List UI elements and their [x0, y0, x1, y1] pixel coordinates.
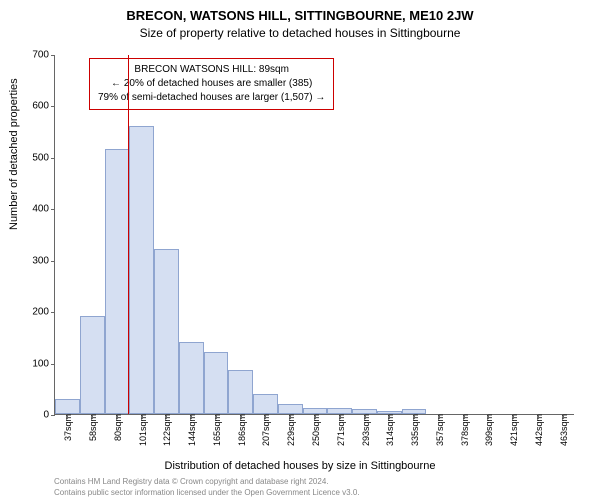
y-tick-mark: [51, 55, 55, 56]
histogram-bar: [228, 370, 253, 414]
x-tick-mark: [439, 415, 440, 419]
info-line2: ← 20% of detached houses are smaller (38…: [98, 77, 325, 91]
x-tick-mark: [117, 415, 118, 419]
footer: Contains HM Land Registry data © Crown c…: [54, 477, 360, 498]
histogram-bar: [253, 394, 278, 414]
histogram-bar: [80, 316, 105, 414]
marker-line: [128, 55, 129, 414]
y-tick-mark: [51, 106, 55, 107]
histogram-bar: [105, 149, 130, 414]
footer-line2: Contains public sector information licen…: [54, 488, 360, 498]
histogram-bar: [278, 404, 303, 414]
histogram-bar: [179, 342, 204, 414]
footer-line1: Contains HM Land Registry data © Crown c…: [54, 477, 360, 487]
y-tick-mark: [51, 209, 55, 210]
plot-area: BRECON WATSONS HILL: 89sqm ← 20% of deta…: [54, 55, 574, 415]
y-axis-label: Number of detached properties: [8, 78, 20, 230]
y-tick-mark: [51, 364, 55, 365]
x-tick-mark: [166, 415, 167, 419]
x-tick-mark: [414, 415, 415, 419]
x-tick-mark: [488, 415, 489, 419]
y-tick-mark: [51, 261, 55, 262]
x-tick-mark: [191, 415, 192, 419]
x-tick-mark: [464, 415, 465, 419]
x-axis-label: Distribution of detached houses by size …: [0, 460, 600, 472]
x-tick-mark: [389, 415, 390, 419]
histogram-bar: [55, 399, 80, 414]
x-tick-mark: [241, 415, 242, 419]
chart-subtitle: Size of property relative to detached ho…: [0, 23, 600, 48]
x-tick-mark: [265, 415, 266, 419]
x-tick-mark: [365, 415, 366, 419]
x-tick-mark: [67, 415, 68, 419]
histogram-bar: [204, 352, 229, 414]
x-tick-mark: [142, 415, 143, 419]
y-tick-mark: [51, 312, 55, 313]
x-tick-mark: [513, 415, 514, 419]
chart-title: BRECON, WATSONS HILL, SITTINGBOURNE, ME1…: [0, 0, 600, 23]
info-line1: BRECON WATSONS HILL: 89sqm: [98, 63, 325, 77]
histogram-bar: [129, 126, 154, 414]
x-tick-mark: [92, 415, 93, 419]
x-tick-mark: [340, 415, 341, 419]
x-tick-mark: [563, 415, 564, 419]
x-tick-mark: [216, 415, 217, 419]
y-tick-mark: [51, 415, 55, 416]
y-tick-mark: [51, 158, 55, 159]
x-tick-mark: [290, 415, 291, 419]
info-line3: 79% of semi-detached houses are larger (…: [98, 91, 325, 105]
x-tick-mark: [538, 415, 539, 419]
histogram-bar: [154, 249, 179, 414]
info-box: BRECON WATSONS HILL: 89sqm ← 20% of deta…: [89, 58, 334, 110]
x-tick-mark: [315, 415, 316, 419]
